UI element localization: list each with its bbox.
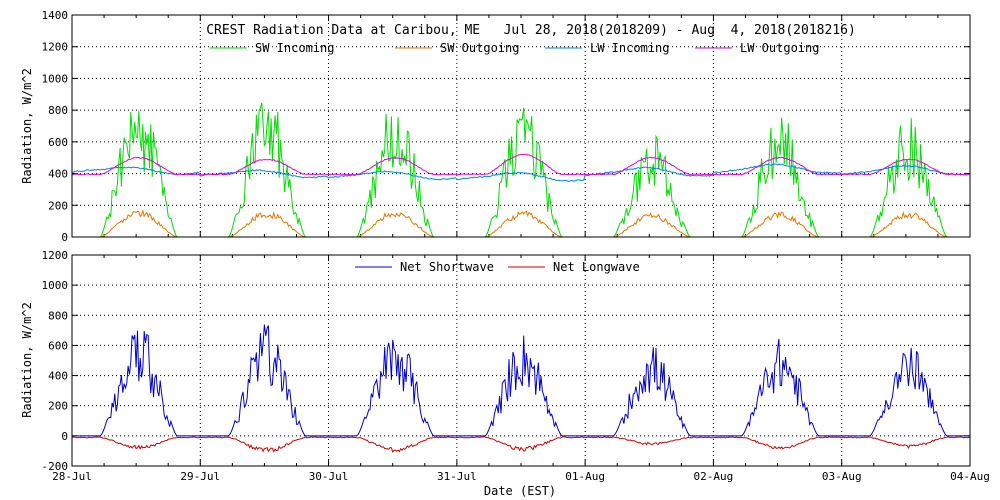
y-tick-label: 400 [48,370,68,383]
legend-label: Net Longwave [553,260,640,274]
y-tick-label: 0 [61,430,68,443]
legend-label: SW Incoming [255,41,334,55]
x-tick-label: 02-Aug [694,470,734,483]
panel-frame-overlay [71,14,971,238]
x-axis-title: Date (EST) [484,484,556,498]
x-tick-label: 28-Jul [52,470,92,483]
y-tick-label: 200 [48,199,68,212]
y-tick-label: -200 [42,460,69,473]
panel-frame-overlay [71,254,971,467]
x-tick-label: 30-Jul [309,470,349,483]
legend-label: LW Incoming [590,41,669,55]
x-tick-label: 31-Jul [437,470,477,483]
legend-label: Net Shortwave [400,260,494,274]
y-tick-label: 0 [61,231,68,244]
legend-label: LW Outgoing [740,41,819,55]
series-line-lw-outgoing [72,153,971,176]
bottom-panel: Radiation, W/m^2 Date (EST) -200 0 200 400 6… [20,249,971,498]
y-tick-label: 800 [48,309,68,322]
y-tick-label: 400 [48,168,68,181]
top-panel: CREST Radiation Data at Caribou, ME Jul … [20,9,971,244]
top-panel-frame [71,14,971,238]
y-tick-label: 600 [48,339,68,352]
x-tick-label: 01-Aug [565,470,605,483]
y-tick-label: 1200 [42,249,69,262]
y-tick-label: 200 [48,400,68,413]
bottom-y-axis-label: Radiation, W/m^2 [20,302,34,418]
series-line-net-shortwave [72,324,970,437]
y-tick-label: 600 [48,136,68,149]
x-tick-label: 04-Aug [950,470,990,483]
y-tick-label: 1000 [42,72,69,85]
x-tick-label: 03-Aug [822,470,862,483]
series-line-net-longwave [71,436,971,453]
y-tick-label: 1400 [42,9,69,22]
y-tick-label: 1200 [42,41,69,54]
bottom-panel-frame [71,254,971,467]
y-tick-label: 800 [48,104,68,117]
y-tick-label: 1000 [42,279,69,292]
series-line-sw-outgoing [72,209,970,238]
chart-title: CREST Radiation Data at Caribou, ME Jul … [206,23,856,38]
legend-label: SW Outgoing [440,41,519,55]
x-tick-label: 29-Jul [180,470,220,483]
series-line-sw-incoming [72,102,970,238]
series-line-lw-incoming [71,163,971,182]
top-y-axis-label: Radiation, W/m^2 [20,68,34,184]
